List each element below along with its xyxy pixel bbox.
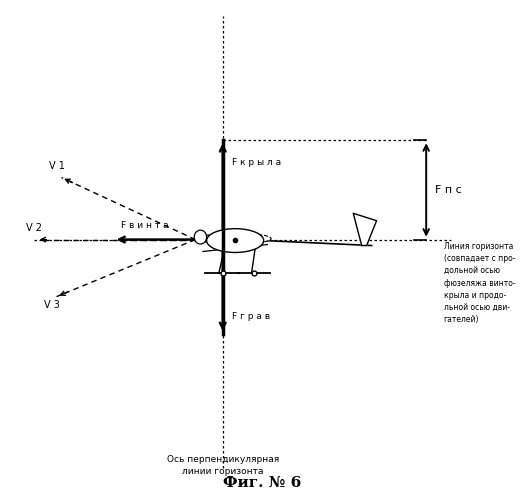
Text: V 2: V 2 xyxy=(26,223,42,233)
Polygon shape xyxy=(353,213,376,246)
Text: Фиг. № 6: Фиг. № 6 xyxy=(224,476,302,490)
Ellipse shape xyxy=(194,230,207,244)
Text: V 1: V 1 xyxy=(48,161,64,171)
Text: F г р а в: F г р а в xyxy=(232,312,270,321)
Ellipse shape xyxy=(207,229,264,252)
Text: Ось перпендикулярная
линии горизонта: Ось перпендикулярная линии горизонта xyxy=(167,456,279,476)
Text: V 3: V 3 xyxy=(44,299,59,309)
Ellipse shape xyxy=(199,233,271,244)
Text: Линия горизонта
(совпадает с про-
дольной осью
фюзеляжа винто-
крыла и продо-
ль: Линия горизонта (совпадает с про- дольно… xyxy=(443,242,515,324)
Text: F п с: F п с xyxy=(435,185,462,195)
Text: F к р ы л а: F к р ы л а xyxy=(232,158,281,167)
Text: F в и н т а: F в и н т а xyxy=(121,221,169,230)
